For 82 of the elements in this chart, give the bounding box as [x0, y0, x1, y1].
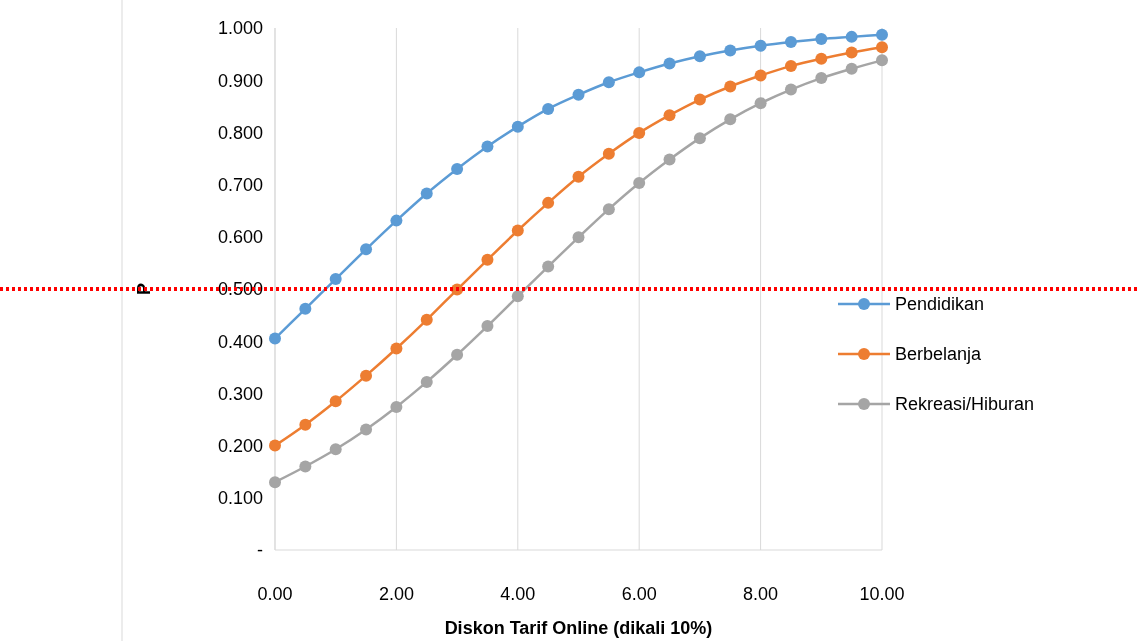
- x-tick-label: 2.00: [378, 584, 414, 604]
- point: [481, 320, 494, 333]
- point: [815, 72, 828, 85]
- point: [420, 313, 433, 326]
- x-tick-label: 6.00: [621, 584, 657, 604]
- x-tick-label: 0.00: [257, 584, 293, 604]
- y-tick-label: 0.400: [217, 331, 263, 352]
- point: [511, 120, 524, 133]
- point: [815, 52, 828, 65]
- point: [845, 30, 858, 43]
- point: [663, 109, 676, 122]
- point: [451, 162, 464, 175]
- point: [572, 170, 585, 183]
- point: [784, 83, 797, 96]
- point: [511, 224, 524, 237]
- point: [269, 476, 281, 489]
- point: [481, 253, 494, 266]
- point: [602, 203, 615, 216]
- y-tick-label: 0.700: [217, 174, 263, 195]
- y-tick-label: 0.800: [217, 122, 263, 143]
- point: [390, 400, 403, 413]
- point: [693, 93, 706, 106]
- y-tick-label: 0.100: [217, 488, 263, 509]
- point: [784, 60, 797, 73]
- point: [663, 153, 676, 166]
- point: [724, 44, 737, 57]
- point: [511, 290, 524, 303]
- y-tick-label: 0.900: [217, 70, 263, 91]
- point: [542, 102, 555, 115]
- point: [784, 36, 797, 49]
- point: [390, 214, 403, 227]
- point: [754, 69, 767, 82]
- y-tick-label: -: [257, 540, 263, 561]
- point: [876, 41, 888, 54]
- point: [724, 80, 737, 93]
- point: [542, 260, 555, 273]
- point: [572, 231, 585, 244]
- legend-label: Pendidikan: [895, 294, 985, 315]
- legend-label: Berbelanja: [895, 344, 983, 365]
- legend-label: Rekreasi/Hiburan: [895, 394, 1035, 415]
- point: [542, 196, 555, 209]
- point: [754, 97, 767, 110]
- point: [299, 460, 312, 473]
- point: [329, 273, 342, 286]
- point: [360, 369, 373, 382]
- point: [693, 132, 706, 145]
- x-tick-label: 10.00: [859, 584, 905, 604]
- point: [329, 395, 342, 408]
- point: [420, 187, 433, 200]
- point: [269, 439, 281, 452]
- point: [572, 88, 585, 101]
- y-tick-label: 0.300: [217, 383, 263, 404]
- point: [845, 46, 858, 59]
- y-tick-label: 0.600: [217, 227, 263, 248]
- point: [299, 418, 312, 431]
- point: [390, 342, 403, 355]
- x-axis-title: Diskon Tarif Online (dikali 10%): [444, 618, 713, 638]
- point: [663, 57, 676, 70]
- point: [360, 423, 373, 436]
- point: [724, 113, 737, 126]
- y-tick-label: 0.200: [217, 435, 263, 456]
- point: [360, 243, 373, 256]
- point: [602, 147, 615, 160]
- point: [481, 140, 494, 153]
- point: [815, 32, 828, 45]
- point: [269, 332, 281, 345]
- point: [602, 76, 615, 89]
- point: [876, 54, 888, 67]
- point: [299, 302, 312, 315]
- point: [754, 39, 767, 52]
- point: [633, 126, 646, 139]
- x-tick-label: 8.00: [743, 584, 779, 604]
- point: [420, 375, 433, 388]
- point: [451, 348, 464, 361]
- point: [876, 28, 888, 41]
- point: [845, 62, 858, 75]
- y-tick-label: 1.000: [217, 18, 263, 39]
- point: [633, 177, 646, 190]
- x-tick-label: 4.00: [500, 584, 536, 604]
- point: [693, 50, 706, 63]
- point: [329, 443, 342, 456]
- point: [633, 66, 646, 79]
